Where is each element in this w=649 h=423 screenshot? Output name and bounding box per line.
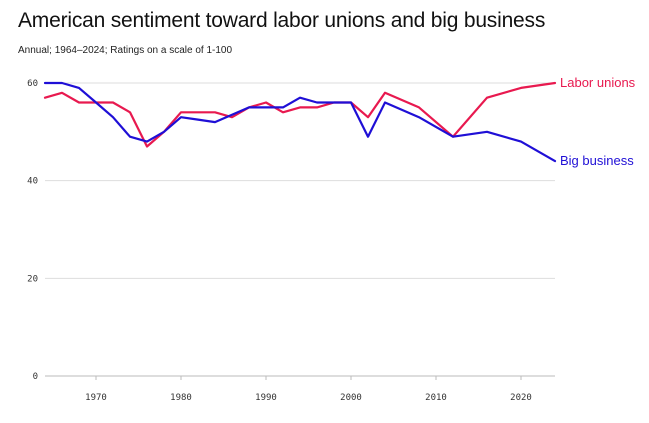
- chart-subtitle: Annual; 1964–2024; Ratings on a scale of…: [18, 45, 233, 56]
- y-tick-label: 60: [27, 79, 38, 89]
- y-tick-label: 40: [27, 177, 38, 187]
- gridlines: [45, 82, 555, 377]
- x-tick-label: 2010: [425, 393, 447, 403]
- chart-title: American sentiment toward labor unions a…: [18, 9, 546, 32]
- series-line: [43, 81, 557, 163]
- x-tick-label: 2020: [510, 393, 532, 403]
- series-line: [43, 81, 557, 148]
- x-axis-ticks: 1970 1980 1990 2000 2010 2020: [85, 376, 532, 403]
- series-label: Labor unions: [560, 75, 636, 90]
- y-tick-label: 20: [27, 274, 38, 284]
- x-tick-label: 1970: [85, 393, 107, 403]
- series-label: Big business: [560, 153, 634, 168]
- series-labels: Labor unions Big business: [560, 75, 636, 168]
- series-lines: [43, 81, 557, 163]
- y-tick-label: 0: [33, 372, 38, 382]
- x-tick-label: 1990: [255, 393, 277, 403]
- x-tick-label: 1980: [170, 393, 192, 403]
- x-tick-label: 2000: [340, 393, 362, 403]
- y-axis-ticks: 0 20 40 60: [27, 79, 38, 382]
